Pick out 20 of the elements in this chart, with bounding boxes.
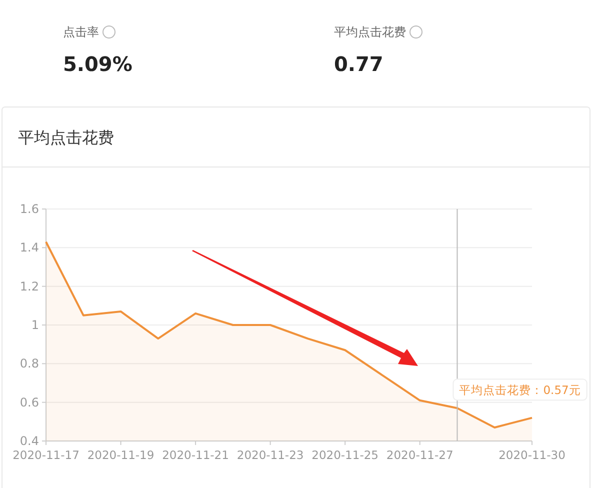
text: 点击率 bbox=[63, 25, 99, 39]
x-tick-label: 2020-11-23 bbox=[236, 448, 304, 462]
y-tick-label: 1.4 bbox=[20, 240, 39, 255]
y-tick-label: 1.2 bbox=[20, 279, 39, 294]
x-tick-label: 2020-11-30 bbox=[498, 448, 566, 462]
text: 平均点击花费 bbox=[334, 25, 406, 39]
text: 0.77 bbox=[334, 52, 384, 76]
x-tick-label: 2020-11-17 bbox=[12, 448, 80, 462]
x-tick-label: 2020-11-19 bbox=[87, 448, 154, 462]
y-tick-label: 0.4 bbox=[20, 434, 39, 448]
y-tick-label: 0.6 bbox=[20, 395, 39, 410]
chart-title: 平均点击花费 bbox=[18, 128, 114, 147]
x-tick-label: 2020-11-25 bbox=[312, 448, 378, 462]
y-tick-label: 0.8 bbox=[20, 356, 39, 371]
y-tick-label: 1.6 bbox=[20, 202, 39, 216]
text: 5.09% bbox=[63, 52, 132, 76]
x-tick-label: 2020-11-27 bbox=[386, 448, 454, 462]
y-tick-label: 1 bbox=[31, 318, 39, 332]
x-tick-label: 2020-11-21 bbox=[162, 448, 229, 462]
annotation: 平均点击花费：0.57元 bbox=[459, 383, 581, 398]
